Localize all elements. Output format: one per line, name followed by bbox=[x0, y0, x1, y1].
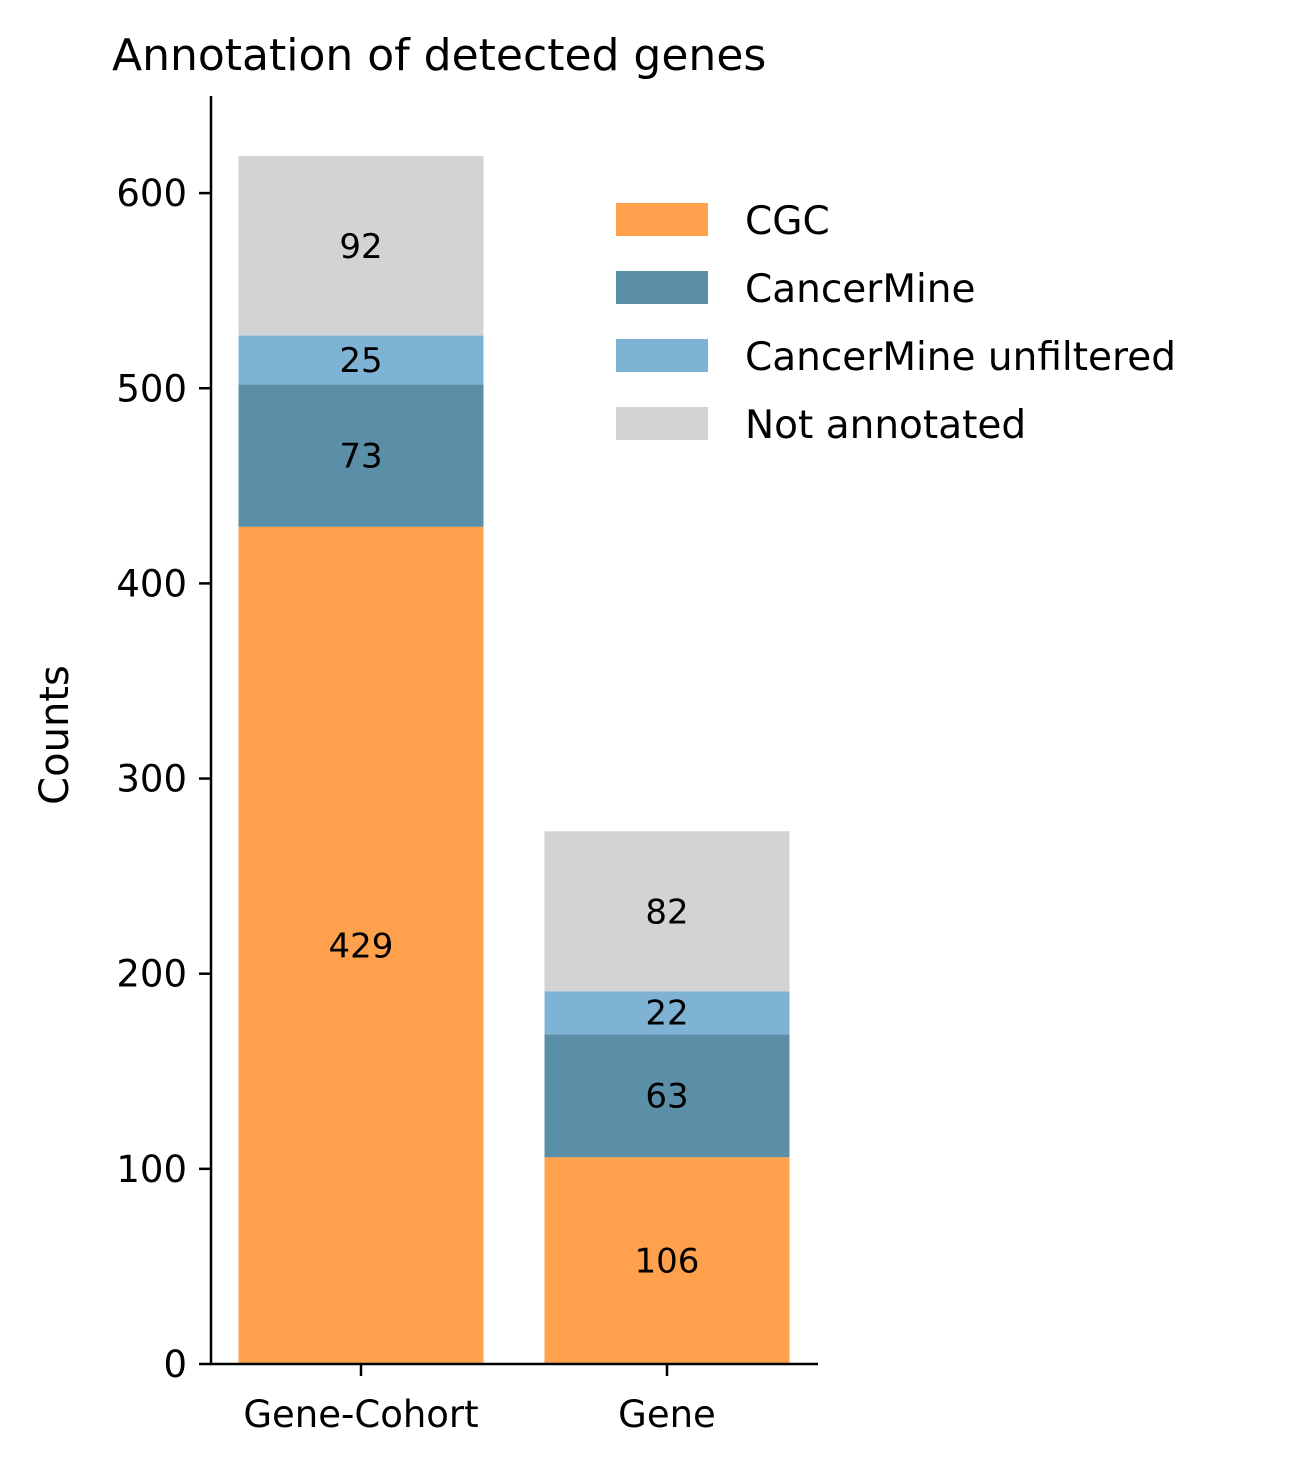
axes: 0 100 200 300 400 500 600 Gene-Cohort Gene bbox=[116, 96, 818, 1436]
bar-segment-gene-cohort-cancermine bbox=[238, 384, 484, 527]
y-tick-label: 200 bbox=[116, 953, 187, 996]
data-label: 92 bbox=[339, 227, 382, 267]
x-tick-label: Gene bbox=[618, 1393, 716, 1436]
bars bbox=[238, 156, 790, 1364]
y-tick-label: 0 bbox=[163, 1343, 187, 1386]
legend-swatch bbox=[616, 203, 708, 236]
bar-segment-gene-cohort-cancermine-unfiltered bbox=[238, 335, 484, 385]
data-label: 429 bbox=[329, 926, 394, 966]
legend-swatch bbox=[616, 271, 708, 304]
y-tick-label: 300 bbox=[116, 758, 187, 801]
y-axis-label: Counts bbox=[32, 665, 78, 805]
legend-label: CancerMine bbox=[745, 267, 976, 312]
data-label: 22 bbox=[645, 994, 688, 1034]
legend-label: CGC bbox=[745, 199, 830, 244]
bar-segment-gene-cancermine-unfiltered bbox=[544, 991, 790, 1035]
bar-segment-gene-cohort-not-annotated bbox=[238, 156, 484, 336]
y-tick-label: 500 bbox=[116, 367, 187, 410]
data-label: 73 bbox=[339, 437, 382, 477]
y-tick-label: 600 bbox=[116, 172, 187, 215]
bar-segment-gene-cgc bbox=[544, 1157, 790, 1364]
legend-swatch bbox=[616, 339, 708, 372]
legend: CGC CancerMine CancerMine unfiltered Not an… bbox=[616, 199, 1176, 448]
y-tick-label: 400 bbox=[116, 562, 187, 605]
bar-segment-gene-cohort-cgc bbox=[238, 526, 484, 1364]
data-label: 25 bbox=[339, 341, 382, 381]
chart-title: Annotation of detected genes bbox=[112, 30, 766, 81]
y-tick-label: 100 bbox=[116, 1148, 187, 1191]
data-label: 106 bbox=[635, 1242, 700, 1282]
legend-swatch bbox=[616, 407, 708, 440]
data-label: 82 bbox=[645, 892, 688, 932]
segment-labels: 429 73 25 92 106 63 22 82 bbox=[329, 227, 700, 1282]
bar-segment-gene-not-annotated bbox=[544, 831, 790, 992]
legend-label: CancerMine unfiltered bbox=[745, 335, 1176, 380]
bar-segment-gene-cancermine bbox=[544, 1034, 790, 1158]
data-label: 63 bbox=[645, 1077, 688, 1117]
x-tick-label: Gene-Cohort bbox=[243, 1393, 478, 1436]
legend-label: Not annotated bbox=[745, 403, 1026, 448]
